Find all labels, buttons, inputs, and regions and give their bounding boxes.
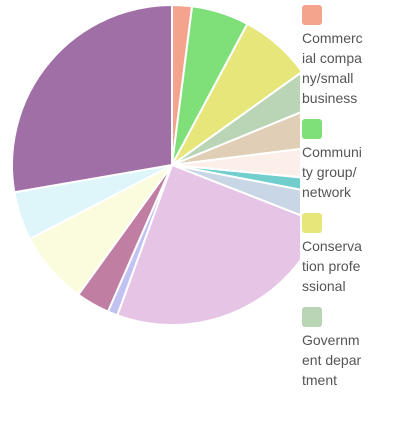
- legend-item[interactable]: Government department: [302, 307, 364, 390]
- legend-item[interactable]: Conservation professional: [302, 213, 364, 296]
- slice: [171, 111, 300, 166]
- slice: [171, 72, 300, 166]
- pie: [11, 3, 300, 326]
- legend-swatch: [302, 5, 322, 25]
- legend-swatch: [302, 213, 322, 233]
- slice: [11, 3, 173, 194]
- slice: [171, 148, 300, 179]
- slice: [171, 164, 300, 217]
- legend-label: Government department: [302, 332, 362, 388]
- slice: [171, 22, 300, 166]
- legend-swatch: [302, 119, 322, 139]
- legend-label: Conservation professional: [302, 238, 362, 294]
- legend: Commercial company/small business Communi…: [302, 5, 364, 401]
- legend-label: Community group/network: [302, 144, 362, 200]
- slice: [115, 163, 300, 326]
- legend-swatch: [302, 307, 322, 327]
- legend-item[interactable]: Community group/network: [302, 119, 364, 202]
- legend-label: Commercial company/small business: [302, 30, 363, 106]
- legend-item[interactable]: Commercial company/small business: [302, 5, 364, 108]
- slice: [171, 164, 300, 191]
